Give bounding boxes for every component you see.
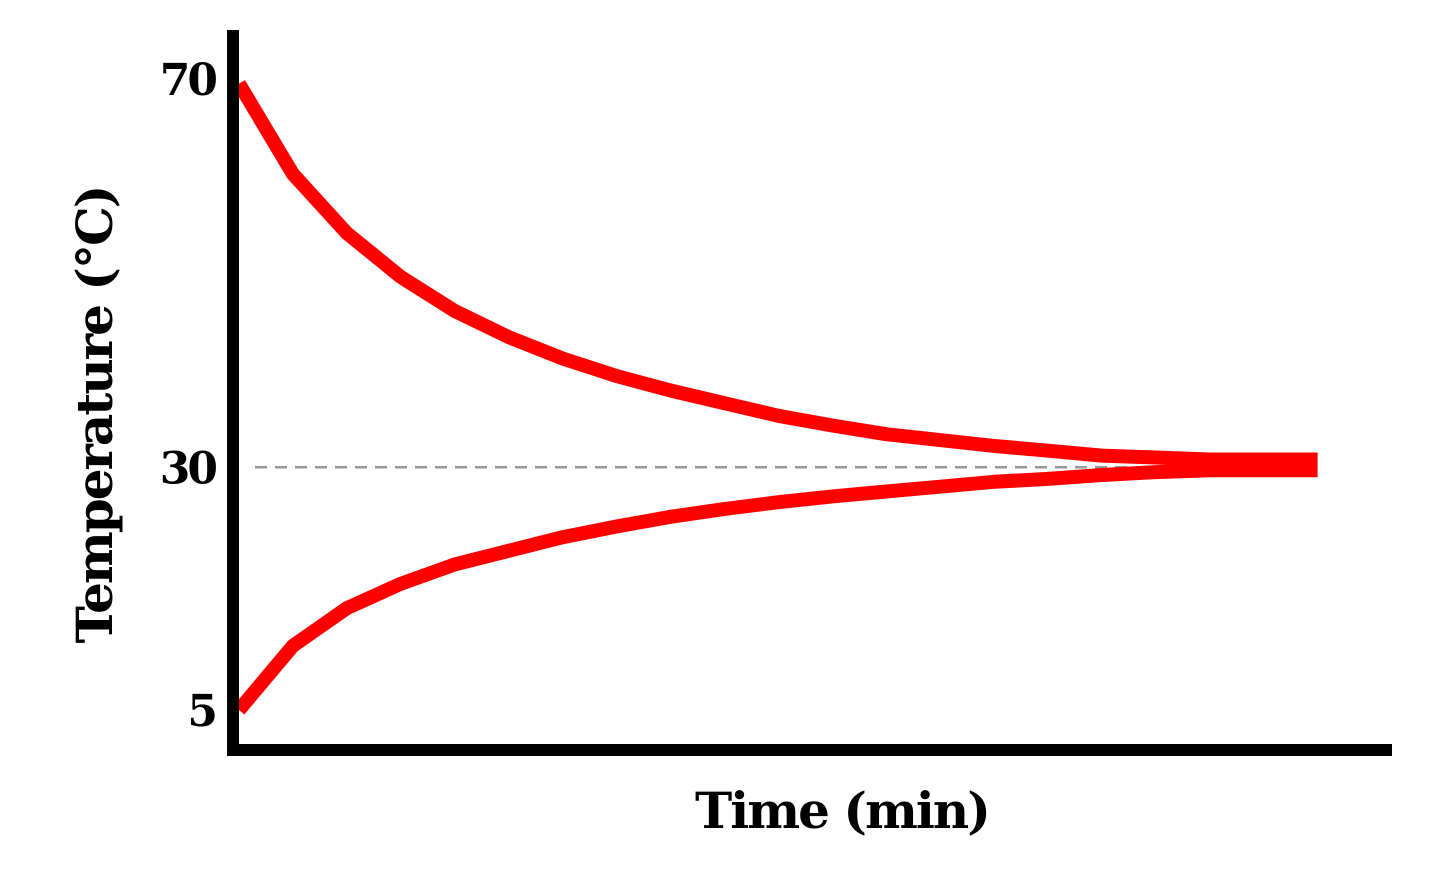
x-axis-label: Time (min): [695, 781, 989, 840]
y-tick-label-5: 5: [187, 686, 215, 737]
series-line-1: [232, 80, 1318, 467]
y-tick-labels: 70 30 5: [160, 55, 220, 737]
y-tick-label-70: 70: [160, 55, 217, 106]
y-axis-label: Temperature (°C): [65, 187, 124, 644]
y-tick-label-30: 30: [160, 443, 217, 494]
series-line-2: [233, 463, 1318, 715]
plot-marks: [232, 80, 1318, 715]
axes: [227, 30, 1392, 756]
